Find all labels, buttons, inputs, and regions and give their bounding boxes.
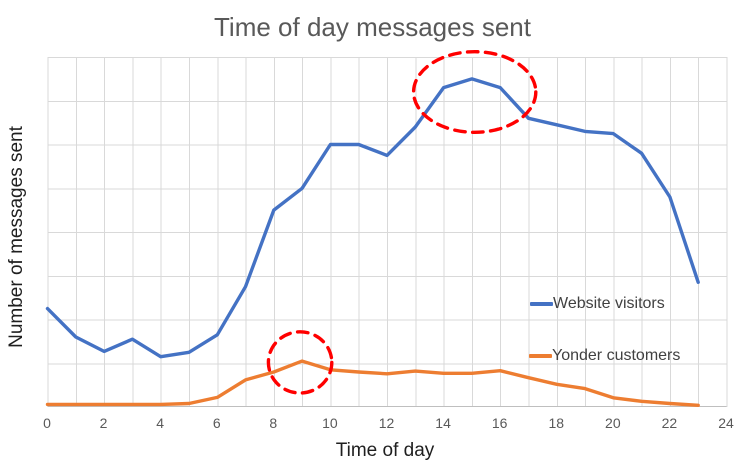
x-tick-label: 12 (378, 415, 395, 431)
x-tick-label: 2 (99, 415, 108, 431)
x-tick-label: 16 (491, 415, 508, 431)
series-line-yonder-customers (45, 359, 700, 407)
legend-item-website-visitors: Website visitors (530, 295, 665, 313)
legend-label: Yonder customers (552, 347, 681, 364)
y-axis-title: Number of messages sent (6, 126, 27, 348)
legend-line-marker-orange-icon (529, 354, 552, 358)
x-tick-label: 20 (605, 415, 621, 431)
x-tick-label: 14 (435, 415, 451, 431)
x-tick-label: 0 (43, 415, 51, 431)
x-tick-label: 8 (269, 415, 278, 431)
annotation-ellipse-peak-yonder-customers (266, 330, 334, 395)
x-axis-title: Time of day (335, 440, 435, 461)
x-tick-label: 6 (212, 415, 221, 431)
x-tick-label: 18 (548, 415, 565, 431)
x-tick-label: 22 (661, 415, 678, 431)
x-tick-label: 10 (322, 415, 338, 431)
x-tick-label: 24 (718, 415, 734, 431)
legend-item-yonder-customers: Yonder customers (529, 347, 680, 365)
plot-area (45, 50, 728, 408)
x-tick-label: 4 (156, 415, 165, 431)
legend-label: Website visitors (553, 295, 665, 312)
chart-title: Time of day messages sent (214, 12, 531, 42)
series-line-website-visitors (45, 77, 700, 359)
legend-line-marker-blue-icon (530, 302, 553, 306)
annotation-ellipse-peak-website-visitors (411, 50, 538, 134)
